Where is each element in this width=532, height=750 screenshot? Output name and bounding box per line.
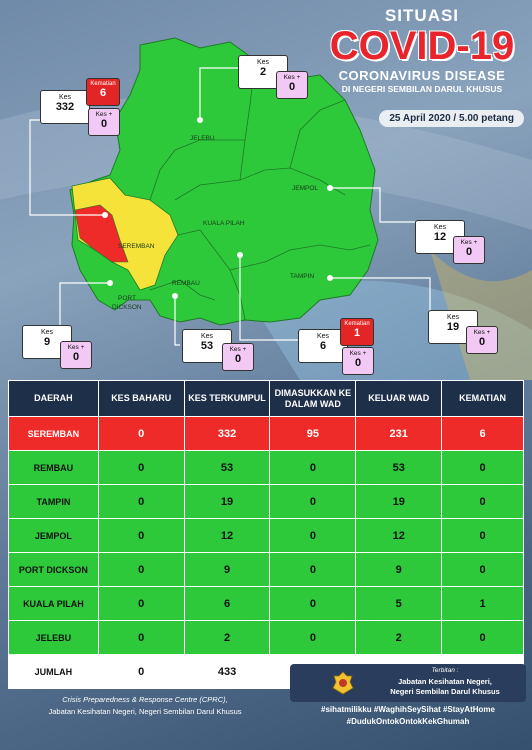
cell-wad: 0: [269, 552, 357, 587]
cell-keluar: 2: [355, 620, 443, 655]
table-header-row: DAERAH KES BAHARU KES TERKUMPUL DIMASUKK…: [8, 380, 524, 417]
table-row: KUALA PILAH 0 6 0 5 1: [8, 586, 524, 621]
cell-baharu: 0: [97, 620, 185, 655]
callout-tampin-kesplus: Kes + 0: [466, 326, 498, 354]
table-row: SEREMBAN 0 332 95 231 6: [8, 416, 524, 451]
col-kematian: KEMATIAN: [441, 380, 524, 417]
hashtags: #sihatmilikku #WaghihSeySihat #StayAtHom…: [321, 705, 495, 726]
source-line1: Crisis Preparedness & Response Centre (C…: [62, 695, 228, 704]
date-badge: 25 April 2020 / 5.00 petang: [379, 110, 524, 127]
publisher-box: [290, 664, 526, 702]
cell-daerah: KUALA PILAH: [8, 586, 99, 621]
callout-kuala-pilah-kesplus: Kes + 0: [342, 347, 374, 375]
callout-seremban-kes: Kes 332: [40, 90, 90, 124]
cell-baharu: 0: [97, 518, 185, 553]
header-coronavirus: CORONAVIRUS DISEASE: [338, 68, 506, 83]
label-seremban: SEREMBAN: [118, 243, 155, 250]
cell-baharu: 0: [97, 586, 185, 621]
state-crest-icon: [332, 671, 354, 695]
header-negeri: DI NEGERI SEMBILAN DARUL KHUSUS: [341, 84, 503, 94]
table-row: TAMPIN 0 19 0 19 0: [8, 484, 524, 519]
cell-keluar: 5: [355, 586, 443, 621]
callout-kuala-pilah-kes: Kes 6: [298, 329, 348, 363]
cell-kematian: 1: [441, 586, 524, 621]
district-map: JELEBU JEMPOL KUALA PILAH SEREMBAN REMBA…: [69, 37, 379, 326]
cell-terkumpul: 12: [183, 518, 271, 553]
cell-daerah: JELEBU: [8, 620, 99, 655]
label-kuala-pilah: KUALA PILAH: [203, 220, 245, 227]
cell-keluar: 9: [355, 552, 443, 587]
cell-wad: 0: [269, 620, 357, 655]
cell-wad: 0: [269, 450, 357, 485]
cell-kematian: 0: [441, 620, 524, 655]
callout-jempol-kesplus: Kes + 0: [453, 236, 485, 264]
col-dimasukkan-wad: DIMASUKKAN KE DALAM WAD: [269, 380, 357, 417]
publisher-name: Jabatan Kesihatan Negeri, Negeri Sembila…: [390, 677, 500, 696]
table-row: REMBAU 0 53 0 53 0: [8, 450, 524, 485]
cell-baharu: 0: [97, 450, 185, 485]
cell-wad: 95: [269, 416, 357, 451]
cell-jumlah: JUMLAH: [8, 654, 99, 689]
cell-daerah: PORT DICKSON: [8, 552, 99, 587]
cell-daerah: REMBAU: [8, 450, 99, 485]
label-jempol: JEMPOL: [292, 185, 318, 192]
cell-wad: 0: [269, 518, 357, 553]
cell-keluar: 53: [355, 450, 443, 485]
callout-seremban-kesplus: Kes + 0: [88, 108, 120, 136]
col-kes-terkumpul: KES TERKUMPUL: [183, 380, 271, 417]
cell-terkumpul: 2: [183, 620, 271, 655]
cell-total-terkumpul: 433: [183, 654, 271, 689]
label-rembau: REMBAU: [172, 280, 200, 287]
cell-kematian: 0: [441, 552, 524, 587]
cell-wad: 0: [269, 586, 357, 621]
label-tampin: TAMPIN: [290, 273, 314, 280]
cell-keluar: 12: [355, 518, 443, 553]
header-situasi: SITUASI: [384, 6, 460, 25]
cell-terkumpul: 6: [183, 586, 271, 621]
map-seremban-red: [74, 204, 129, 263]
publisher-block: Terbitan : Jabatan Kesihatan Negeri, Neg…: [290, 664, 526, 744]
callout-kuala-pilah-kematian: Kematian 1: [340, 318, 374, 346]
publisher-label: Terbitan :: [431, 667, 459, 674]
cell-kematian: 0: [441, 484, 524, 519]
header-covid-title: COVID-19: [329, 24, 515, 68]
callout-jelebu-kesplus: Kes + 0: [276, 71, 308, 99]
callout-port-dickson-kesplus: Kes + 0: [60, 341, 92, 369]
label-jelebu: JELEBU: [190, 135, 215, 142]
cell-terkumpul: 332: [183, 416, 271, 451]
table-row: PORT DICKSON 0 9 0 9 0: [8, 552, 524, 587]
statistics-table: DAERAH KES BAHARU KES TERKUMPUL DIMASUKK…: [8, 380, 524, 689]
cell-keluar: 19: [355, 484, 443, 519]
cell-daerah: JEMPOL: [8, 518, 99, 553]
cell-baharu: 0: [97, 552, 185, 587]
col-kes-baharu: KES BAHARU: [97, 380, 185, 417]
cell-kematian: 0: [441, 518, 524, 553]
cell-total-baharu: 0: [97, 654, 185, 689]
col-daerah: DAERAH: [8, 380, 99, 417]
cell-terkumpul: 19: [183, 484, 271, 519]
cell-baharu: 0: [97, 484, 185, 519]
label-port-dickson-1: PORT: [118, 295, 136, 302]
cell-wad: 0: [269, 484, 357, 519]
source-line2: Jabatan Kesihatan Negeri, Negeri Sembila…: [48, 707, 242, 716]
cell-baharu: 0: [97, 416, 185, 451]
header: SITUASI COVID-19 CORONAVIRUS DISEASE DI …: [322, 6, 522, 94]
source-title: Sumber :: [127, 682, 163, 691]
cell-terkumpul: 9: [183, 552, 271, 587]
cell-terkumpul: 53: [183, 450, 271, 485]
col-keluar-wad: KELUAR WAD: [355, 380, 443, 417]
callout-rembau-kesplus: Kes + 0: [222, 343, 254, 371]
table-row: JEMPOL 0 12 0 12 0: [8, 518, 524, 553]
cell-keluar: 231: [355, 416, 443, 451]
source-credit: Sumber : Crisis Preparedness & Response …: [20, 682, 270, 718]
callout-seremban-kematian: Kematian 6: [86, 78, 120, 106]
cell-daerah: SEREMBAN: [8, 416, 99, 451]
label-port-dickson-2: DICKSON: [112, 304, 142, 311]
cell-kematian: 6: [441, 416, 524, 451]
table-row: JELEBU 0 2 0 2 0: [8, 620, 524, 655]
cell-daerah: TAMPIN: [8, 484, 99, 519]
cell-kematian: 0: [441, 450, 524, 485]
